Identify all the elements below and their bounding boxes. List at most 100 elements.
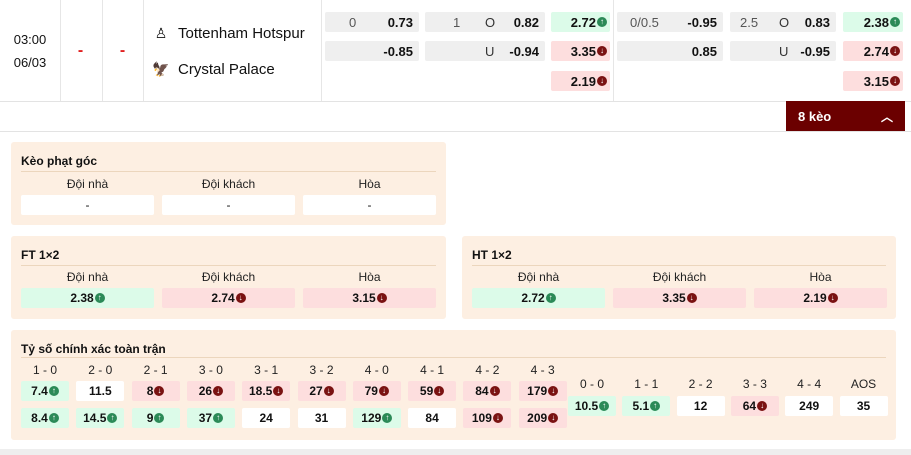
column-label: 4 - 0 (364, 363, 389, 377)
column-label: Đội nhà (66, 177, 109, 191)
ft-over[interactable]: 1 O 0.82 (425, 12, 545, 32)
odds-value: - (367, 198, 372, 212)
odds-value: -0.95 (800, 43, 830, 59)
score-odd[interactable]: 27 ↓ (297, 381, 346, 401)
corner-odd[interactable]: - (303, 195, 436, 215)
column-label: Đội khách (201, 177, 256, 191)
divider (21, 265, 436, 266)
ft12-odd[interactable]: 3.15 ↓ (303, 288, 436, 308)
column-label: 0 - 0 (579, 377, 604, 391)
odds-value: 37 (198, 411, 213, 425)
arrow-down-icon: ↓ (235, 293, 246, 303)
arrow-down-icon: ↓ (434, 386, 445, 396)
score-odd[interactable]: 11.5 (76, 381, 125, 401)
ft-handicap-away[interactable]: -0.85 (325, 41, 419, 61)
divider (21, 357, 886, 358)
score-odd[interactable]: 26 ↓ (186, 381, 235, 401)
odds-value: - (85, 198, 90, 212)
odds-value: 0.83 (804, 14, 830, 30)
score-odd[interactable]: 8 ↓ (131, 381, 180, 401)
ht-handicap-home[interactable]: 0/0.5 -0.95 (617, 12, 723, 32)
divider (321, 0, 322, 101)
score-odd[interactable]: 129 ↑ (352, 408, 401, 428)
arrow-down-icon: ↓ (489, 386, 500, 396)
away-team[interactable]: 🦅 Crystal Palace (152, 58, 275, 80)
panel-title: Kèo phạt góc (21, 154, 98, 168)
arrow-up-icon: ↑ (213, 413, 224, 423)
exact-score-panel: Tỷ số chính xác toàn trận 1 - 0 7.4 ↑ 8.4 ↑ 2… (11, 330, 896, 440)
home-team[interactable]: ♙ Tottenham Hotspur (152, 22, 305, 44)
ft-handicap-home[interactable]: 0 0.73 (325, 12, 419, 32)
corner-odd[interactable]: - (21, 195, 154, 215)
arrow-down-icon: ↓ (827, 293, 838, 303)
ht-over[interactable]: 2.5 O 0.83 (730, 12, 836, 32)
odds-value: 24 (259, 411, 273, 425)
odds-value: -0.85 (383, 43, 413, 59)
ft-1x2-odd[interactable]: 2.72 ↑ (551, 12, 610, 32)
column-label: Hòa (358, 270, 381, 284)
arrow-down-icon: ↓ (890, 76, 900, 86)
ft-under[interactable]: U -0.94 (425, 41, 545, 61)
ht-1x2-odd[interactable]: 2.74 ↓ (843, 41, 903, 61)
score-odd[interactable]: 37 ↑ (186, 408, 235, 428)
score-odd[interactable]: 10.5 ↑ (568, 396, 616, 416)
column-label: 2 - 2 (688, 377, 713, 391)
score-odd[interactable]: 79 ↓ (352, 381, 401, 401)
more-odds-button[interactable]: 8 kèo ︿ (786, 101, 905, 131)
score-odd[interactable]: 7.4 ↑ (21, 381, 69, 401)
away-team-name: Crystal Palace (178, 60, 275, 78)
score-odd[interactable]: 109 ↓ (463, 408, 512, 428)
corner-odd[interactable]: - (162, 195, 295, 215)
score-odd[interactable]: 249 (785, 396, 834, 416)
score-odd[interactable]: 12 (676, 396, 725, 416)
ht-handicap-away[interactable]: 0.85 (617, 41, 723, 61)
ht12-odd[interactable]: 3.35 ↓ (613, 288, 746, 308)
score-odd[interactable]: 84 (408, 408, 457, 428)
score-odd[interactable]: 35 (839, 396, 888, 416)
ft-1x2-odd[interactable]: 2.19 ↓ (551, 71, 610, 91)
score-odd[interactable]: 209 ↓ (518, 408, 567, 428)
ht-1x2-odd[interactable]: 2.38 ↑ (843, 12, 903, 32)
odds-value: 2.72 (521, 291, 545, 305)
odds-value: 35 (856, 399, 871, 413)
score-odd[interactable]: 84 ↓ (463, 381, 512, 401)
odds-value: 2.74 (863, 43, 889, 59)
odds-value: 10.5 (574, 399, 599, 413)
score-odd[interactable]: 8.4 ↑ (21, 408, 69, 428)
arrow-up-icon: ↑ (597, 17, 607, 27)
column-label: 3 - 3 (742, 377, 767, 391)
score-odd[interactable]: 9 ↑ (131, 408, 180, 428)
ht12-odd[interactable]: 2.72 ↑ (472, 288, 605, 308)
ft12-odd[interactable]: 2.38 ↑ (21, 288, 154, 308)
over-label: O (779, 14, 790, 30)
ft12-odd[interactable]: 2.74 ↓ (162, 288, 295, 308)
arrow-down-icon: ↓ (323, 386, 334, 396)
crystal-palace-logo-icon: 🦅 (152, 60, 170, 77)
odds-value: 0.85 (691, 43, 717, 59)
ou-line: 1 (453, 14, 461, 30)
score-odd[interactable]: 31 (297, 408, 346, 428)
panel-title: FT 1×2 (21, 248, 60, 262)
score-odd[interactable]: 179 ↓ (518, 381, 567, 401)
column-label: 2 - 0 (88, 363, 113, 377)
column-label: 1 - 1 (634, 377, 659, 391)
ht-under[interactable]: U -0.95 (730, 41, 836, 61)
score-odd[interactable]: 59 ↓ (408, 381, 457, 401)
ht12-odd[interactable]: 2.19 ↓ (754, 288, 887, 308)
divider (143, 0, 144, 101)
ht-1x2-odd[interactable]: 3.15 ↓ (843, 71, 903, 91)
score-odd[interactable]: 24 (242, 408, 291, 428)
score-odd[interactable]: 14.5 ↑ (76, 408, 125, 428)
ou-line: 2.5 (740, 14, 759, 30)
column-label: Hòa (358, 177, 381, 191)
ft-1x2-odd[interactable]: 3.35 ↓ (551, 41, 610, 61)
odds-value: 18.5 (249, 384, 273, 398)
divider (0, 449, 911, 455)
arrow-down-icon: ↓ (548, 386, 559, 396)
odds-value: 2.19 (570, 73, 596, 89)
score-odd[interactable]: 18.5 ↓ (242, 381, 291, 401)
column-label: 3 - 2 (309, 363, 334, 377)
score-odd[interactable]: 5.1 ↑ (622, 396, 671, 416)
home-team-name: Tottenham Hotspur (178, 24, 305, 42)
score-odd[interactable]: 64 ↓ (730, 396, 779, 416)
